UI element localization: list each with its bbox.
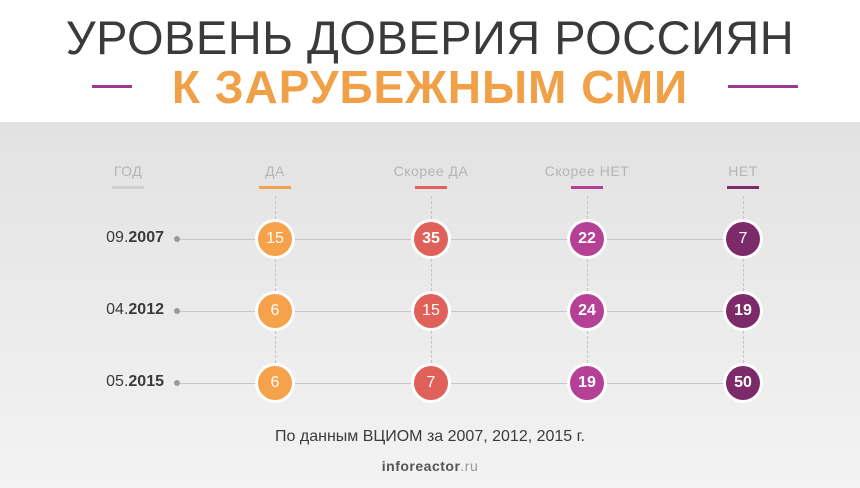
value-bubble: 19: [726, 294, 760, 328]
logo-name: inforeactor: [382, 458, 461, 474]
column-underline-1: [259, 186, 291, 189]
value-bubble: 35: [414, 222, 448, 256]
title-line-1: УРОВЕНЬ ДОВЕРИЯ РОССИЯН: [0, 10, 860, 66]
source-note: По данным ВЦИОМ за 2007, 2012, 2015 г.: [0, 428, 860, 446]
column-connector: [431, 259, 432, 291]
column-underline-0: [112, 186, 144, 189]
value-bubble: 6: [258, 294, 292, 328]
row-label-year: 09.2007: [60, 229, 164, 247]
row-label-period: 05.: [106, 373, 128, 390]
column-connector: [743, 259, 744, 291]
column-connector: [275, 196, 276, 219]
column-underline-4: [727, 186, 759, 189]
value-bubble: 19: [570, 366, 604, 400]
value-bubble: 7: [726, 222, 760, 256]
title-decor-line-right: [728, 85, 798, 88]
column-header-2: Скорее ДА: [371, 163, 491, 179]
column-connector: [587, 259, 588, 291]
column-connector: [431, 331, 432, 363]
row-label-year: 05.2015: [60, 373, 164, 391]
site-logo: inforeactor.ru: [0, 458, 860, 474]
column-header-3: Скорее НЕТ: [527, 163, 647, 179]
column-header-4: НЕТ: [683, 163, 803, 179]
header-panel: УРОВЕНЬ ДОВЕРИЯ РОССИЯН К ЗАРУБЕЖНЫМ СМИ: [0, 0, 860, 122]
row-label-year-bold: 2015: [128, 373, 164, 390]
column-connector: [587, 331, 588, 363]
row-label-period: 09.: [106, 229, 128, 246]
column-header-1: ДА: [215, 163, 335, 179]
value-bubble: 22: [570, 222, 604, 256]
column-connector: [743, 196, 744, 219]
value-bubble: 6: [258, 366, 292, 400]
value-bubble: 15: [414, 294, 448, 328]
row-label-year-bold: 2012: [128, 301, 164, 318]
row-label-year-bold: 2007: [128, 229, 164, 246]
value-bubble: 7: [414, 366, 448, 400]
column-header-0: ГОД: [68, 163, 188, 179]
column-connector: [275, 259, 276, 291]
row-label-year: 04.2012: [60, 301, 164, 319]
column-connector: [431, 196, 432, 219]
value-bubble: 24: [570, 294, 604, 328]
row-label-period: 04.: [106, 301, 128, 318]
column-underline-3: [571, 186, 603, 189]
column-connector: [587, 196, 588, 219]
logo-tld: .ru: [460, 458, 478, 474]
column-connector: [275, 331, 276, 363]
column-connector: [743, 331, 744, 363]
value-bubble: 50: [726, 366, 760, 400]
value-bubble: 15: [258, 222, 292, 256]
column-underline-2: [415, 186, 447, 189]
